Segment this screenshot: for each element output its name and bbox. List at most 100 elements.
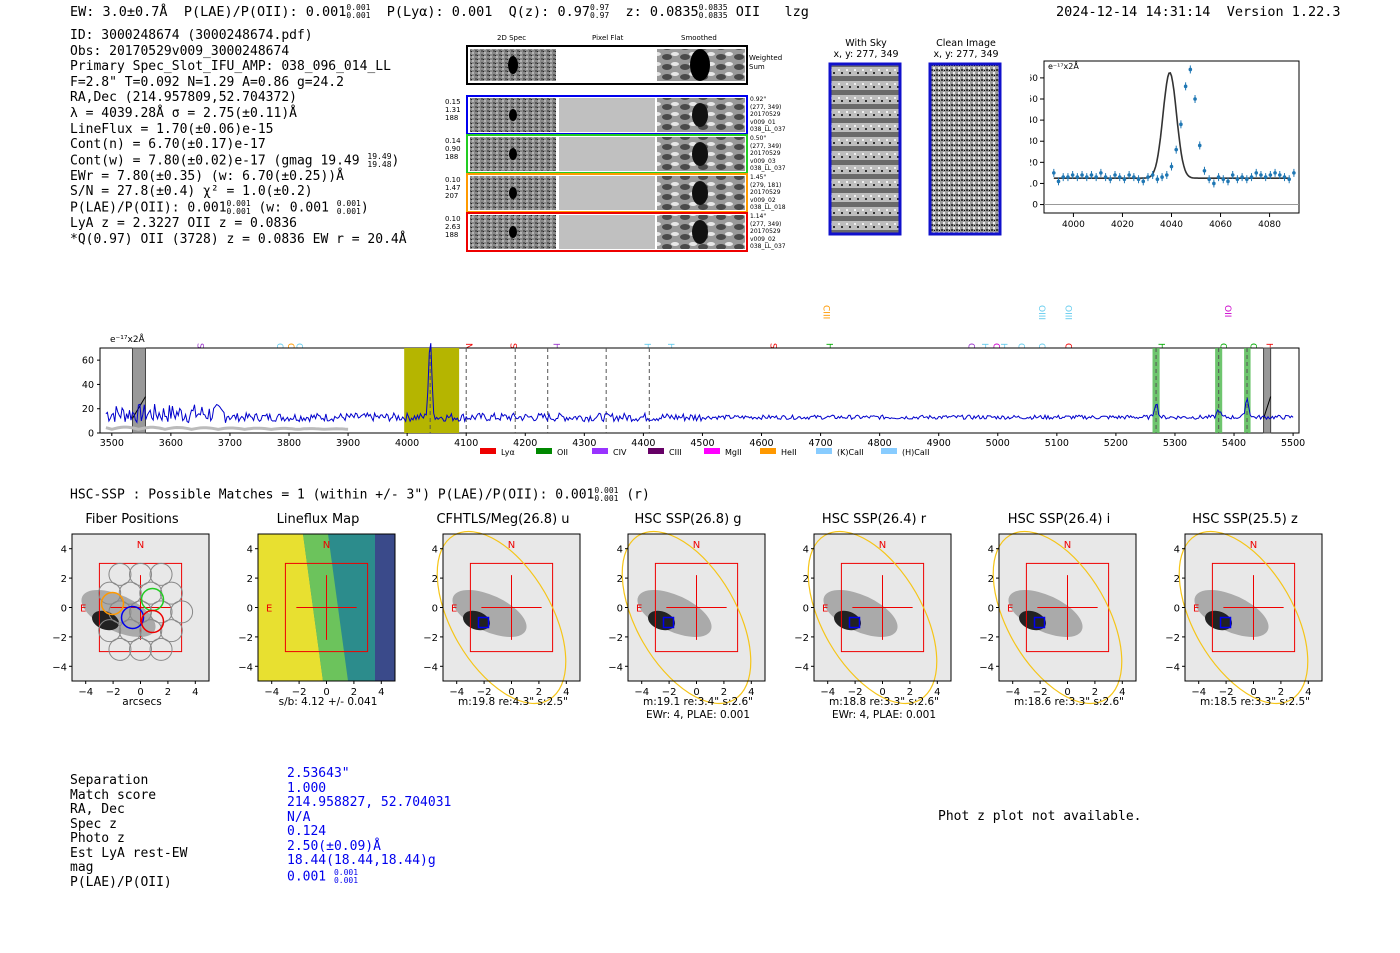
fit-data-point	[1108, 177, 1113, 182]
panel-caption: m:18.6 re:3.3" s:2.6"	[1014, 696, 1124, 708]
catalog-match-box	[662, 616, 675, 629]
galaxy-halo	[823, 590, 898, 637]
galaxy-core	[1204, 610, 1233, 631]
panel-ytick: 4	[988, 545, 994, 556]
fiber-circle	[129, 600, 152, 624]
spectrum-xtick: 4700	[808, 438, 832, 449]
fiber-circle	[108, 562, 132, 586]
info-lambda: λ = 4039.28Å σ = 2.75(±0.11)Å	[70, 105, 297, 121]
panel-title: HSC SSP(26.4) r	[821, 512, 927, 527]
legend-label: (H)CaII	[902, 448, 929, 457]
legend-swatch	[648, 448, 664, 454]
panel-caption-2: EWr: 4, PLAE: 0.001	[831, 709, 937, 721]
panel-caption: s/b: 4.12 +/- 0.041	[278, 696, 378, 708]
galaxy-halo	[452, 590, 527, 637]
fit-data-point	[1188, 67, 1193, 72]
fit-data-point	[1235, 177, 1240, 182]
panel-title: HSC SSP(26.4) i	[1007, 512, 1111, 527]
panel-xtick: 4	[563, 687, 569, 698]
panel-xtick: 2	[721, 687, 727, 698]
match-label: RA, Dec	[70, 802, 125, 817]
panel-caption-2: EWr: 4, PLAE: 0.001	[645, 709, 751, 721]
fiber-circle	[139, 619, 163, 643]
fit-data-point	[1094, 175, 1098, 179]
header-ew: EW: 3.0±0.7Å	[70, 4, 168, 20]
panel-caption: m:19.8 re:4.3" s:2.5"	[458, 696, 568, 708]
spectrum-xtick: 5200	[1104, 438, 1128, 449]
north-label: N	[508, 540, 515, 551]
north-label: N	[693, 540, 700, 551]
fit-data-point	[1174, 147, 1179, 152]
panel-xtick: 0	[1250, 687, 1256, 698]
cutout-source	[509, 109, 517, 121]
fit-data-point	[1052, 171, 1056, 175]
info-lya: LyA z = 2.3227 OII z = 0.0836	[70, 216, 297, 232]
spectrum-xtick: 4300	[572, 438, 596, 449]
spectrum-xtick: 4800	[868, 438, 892, 449]
lineflux-map-peak	[258, 534, 323, 681]
fit-data-point	[1075, 175, 1080, 179]
panel-xtick: 2	[1092, 687, 1098, 698]
galaxy-halo	[637, 590, 712, 637]
panel-title: HSC SSP(26.8) g	[634, 512, 742, 527]
panel-ytick: 4	[61, 545, 67, 556]
spectrum-mask-hatch	[1263, 396, 1272, 419]
panel-xtick: 4	[192, 687, 198, 698]
panel-ytick: 0	[247, 604, 253, 615]
header-summary: EW: 3.0±0.7Å P(LAE)/P(OII): 0.001 0.001 0.…	[70, 4, 809, 21]
match-value: 2.50(±0.09)Å	[287, 838, 381, 854]
fit-data-point	[1089, 173, 1094, 177]
panel-xtick: 0	[879, 687, 885, 698]
panel-xtick: −4	[78, 687, 93, 698]
fit-data-point	[1169, 164, 1174, 169]
panel-ytick: 2	[617, 574, 623, 585]
clean-image-title: Clean Image	[936, 38, 996, 49]
panel-ytick: 2	[1174, 574, 1180, 585]
fiber-circle	[129, 637, 152, 661]
panel-ytick: −4	[794, 662, 809, 673]
fit-data-point	[1273, 171, 1277, 175]
legend-label: Lyα	[501, 448, 515, 457]
panel-xtick: 4	[378, 687, 384, 698]
panel-xtick: −4	[1005, 687, 1020, 698]
clean-image-xy: x, y: 277, 349	[933, 49, 999, 60]
info-id: ID: 3000248674 (3000248674.pdf)	[70, 28, 313, 43]
legend-label: OII	[557, 448, 568, 457]
spectrum-xtick: 5400	[1222, 438, 1246, 449]
match-labels: Separation Match score RA, Dec Spec z Photo …	[70, 773, 188, 890]
panel-ytick: 4	[247, 545, 253, 556]
info-primary: Primary Spec_Slot_IFU_AMP: 038_096_014_L…	[70, 59, 391, 75]
fit-ytick: 50	[1030, 95, 1038, 105]
header-timestamp: 2024-12-14 14:31:14 Version 1.22.3	[1056, 4, 1341, 20]
panel-ytick: −4	[608, 662, 623, 673]
panel-xtick: 4	[934, 687, 940, 698]
legend-label: CIV	[613, 448, 627, 457]
info-ewr: EWr = 7.80(±0.35) (w: 6.70(±0.25))Å	[70, 168, 344, 184]
fit-data-point	[1240, 175, 1244, 179]
fiber-circle	[149, 562, 173, 586]
match-label: Est LyA rest-EW	[70, 845, 188, 861]
panel-caption: m:18.8 re:3.3" s:2.6"	[829, 696, 939, 708]
panel-image: N E −4 −2 0 2 4 4 2 0 −2 −4	[608, 530, 766, 705]
panel-xtick: −2	[1033, 687, 1048, 698]
panel-caption: m:18.5 re:3.3" s:2.5"	[1200, 696, 1310, 708]
panel-xtick: −2	[106, 687, 121, 698]
match-value: N/A	[287, 809, 311, 825]
match-label: mag	[70, 860, 94, 875]
header-line: OII	[735, 4, 761, 20]
fit-data-point	[1202, 168, 1207, 173]
info-obs: Obs: 20170529v009_3000248674	[70, 43, 290, 59]
imaging-panel: HSC SSP(26.8) g N E −4 −2 0 2 4 4 2 0 −2 −4 m:19.1 re…	[598, 510, 778, 725]
panel-ytick: −2	[979, 633, 994, 644]
panel-xtick: 0	[323, 687, 329, 698]
spectrum-series-line	[105, 343, 1294, 424]
spectrum-xtick: 4600	[749, 438, 773, 449]
spectrum-xtick: 4400	[631, 438, 655, 449]
fit-data-point	[1277, 173, 1282, 177]
spec-cutouts: 2D Spec Pixel Flat Smoothed Weighted Sum…	[445, 34, 786, 254]
panel-image: N E −4 −2 0 2 4 4 2 0 −2 −4	[423, 530, 581, 705]
info-sn: S/N = 27.8(±0.4) χ² = 1.0(±0.2)	[70, 184, 313, 200]
fit-data-point	[1221, 177, 1226, 182]
panel-ytick: 2	[803, 574, 809, 585]
match-value: 0.001 0.001 0.001	[287, 867, 359, 885]
